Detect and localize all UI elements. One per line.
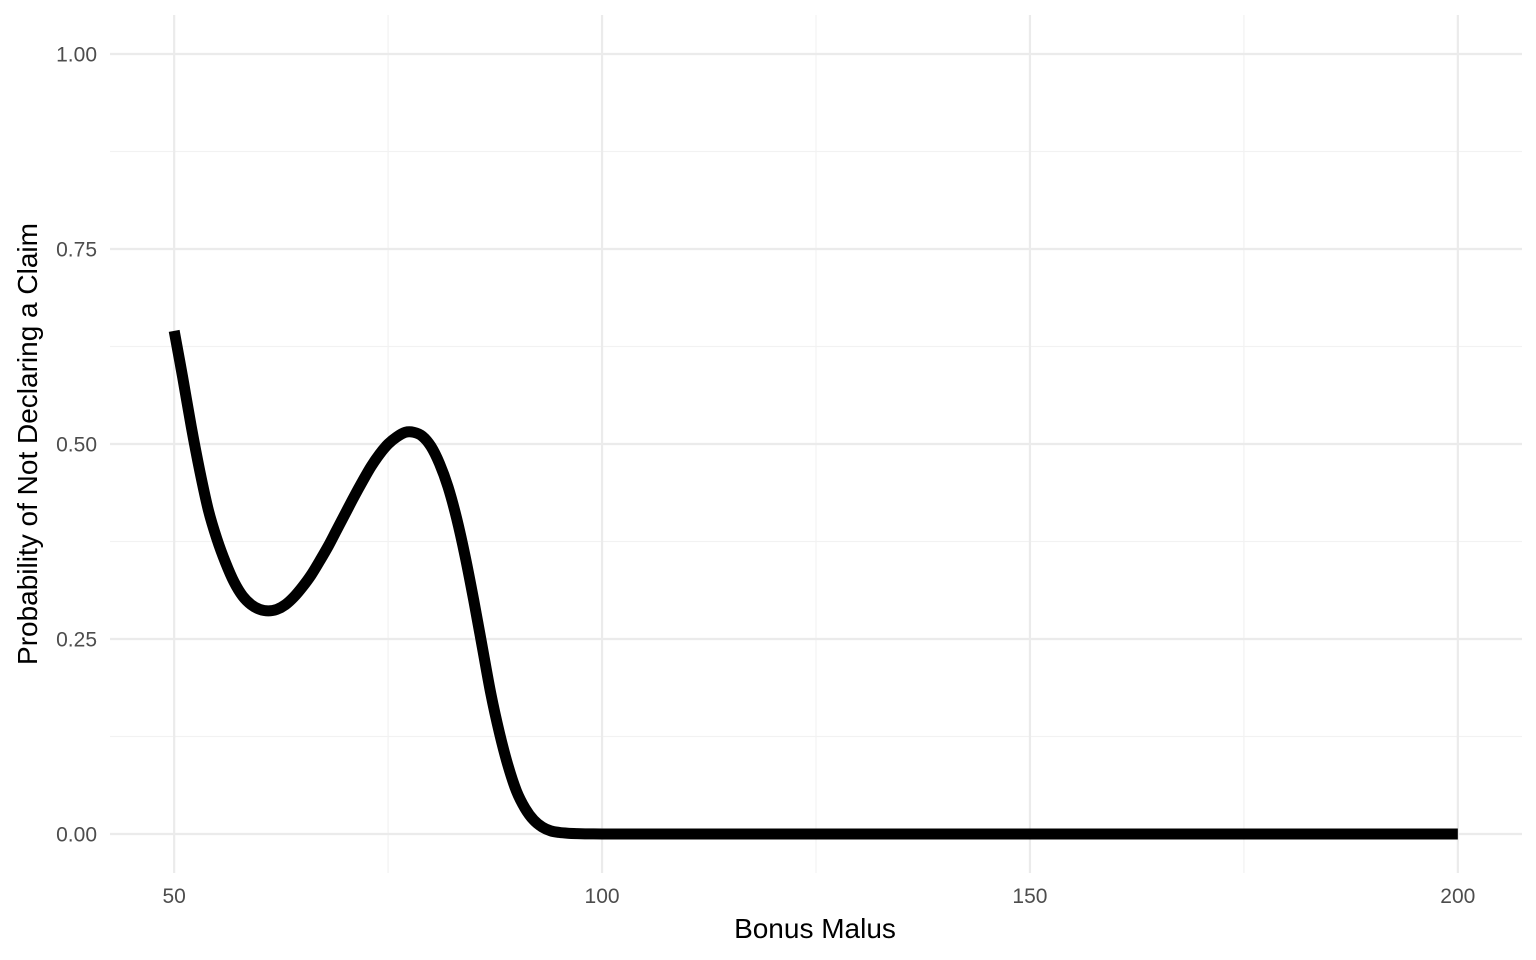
series-layer <box>168 329 1458 840</box>
x-tick-label-2: 150 <box>1012 885 1047 908</box>
y-tick-label-1: 0.25 <box>56 629 97 652</box>
x-tick-label-0: 50 <box>163 885 186 908</box>
x-axis-title: Bonus Malus <box>734 913 896 944</box>
x-tick-label-1: 100 <box>585 885 620 908</box>
y-tick-label-3: 0.75 <box>56 239 97 262</box>
y-tick-label-4: 1.00 <box>56 44 97 67</box>
series-line-0 <box>168 329 1458 840</box>
x-tick-label-3: 200 <box>1440 885 1475 908</box>
y-axis-title: Probability of Not Declaring a Claim <box>12 223 43 665</box>
minor-gridlines <box>110 15 1522 873</box>
y-tick-label-0: 0.00 <box>56 824 97 847</box>
major-gridlines <box>110 15 1522 873</box>
x-axis-tick-labels: 50 100 150 200 <box>163 885 1476 908</box>
y-tick-label-2: 0.50 <box>56 434 97 457</box>
y-axis-tick-labels: 0.00 0.25 0.50 0.75 1.00 <box>56 44 97 847</box>
